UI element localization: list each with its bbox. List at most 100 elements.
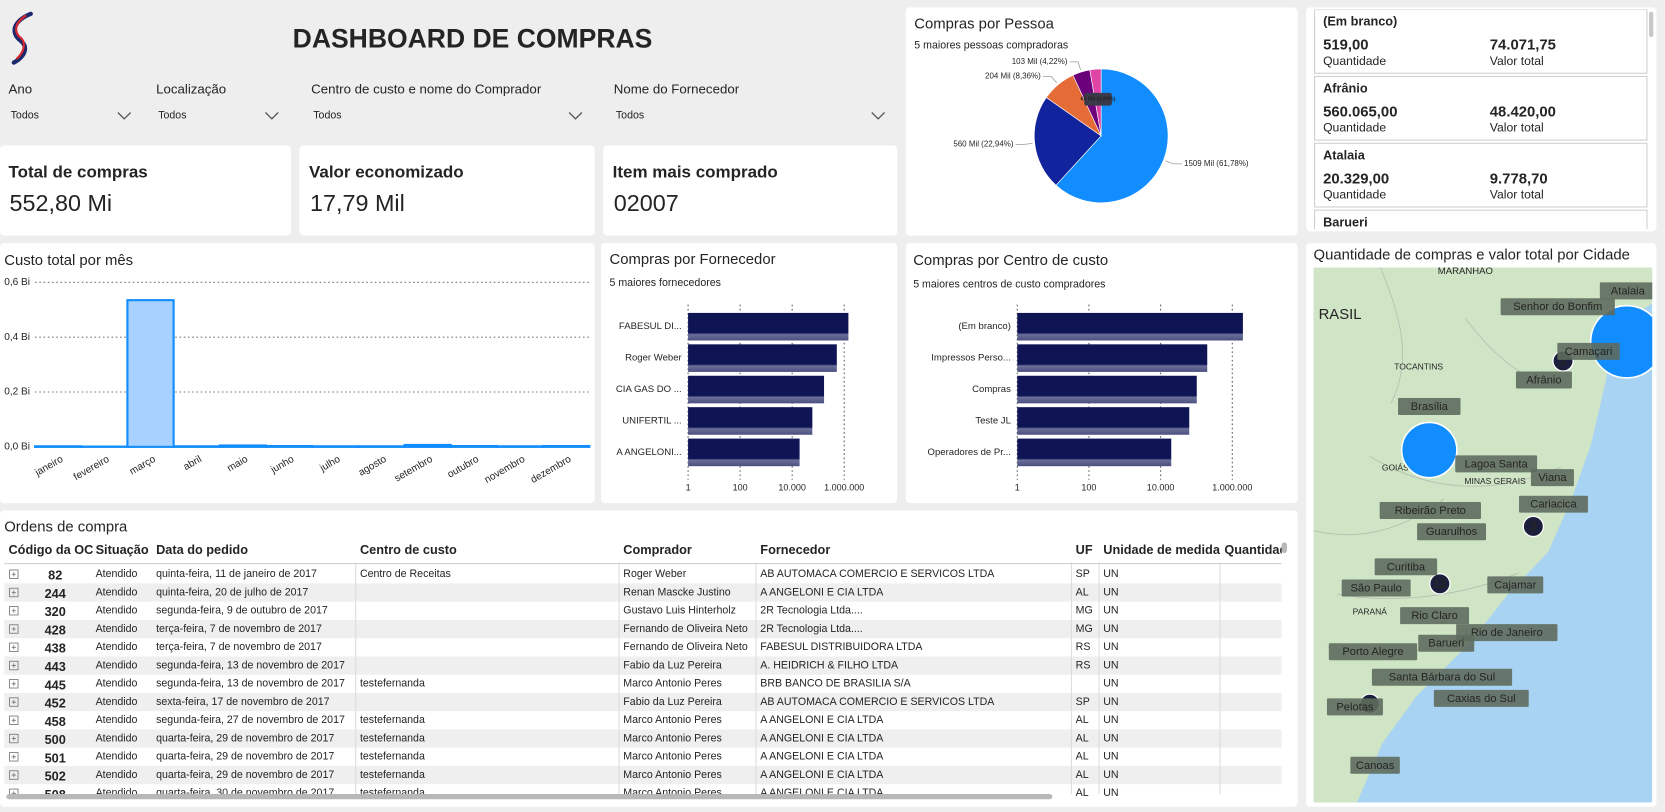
cell: A ANGELONI E CIA LTDA bbox=[760, 787, 884, 799]
column-header: Situação bbox=[96, 542, 149, 557]
region-label: TOCANTINS bbox=[1394, 362, 1443, 372]
cell: 501 bbox=[45, 750, 66, 765]
column-header: Fornecedor bbox=[760, 542, 830, 557]
expander-box[interactable] bbox=[9, 587, 19, 598]
city-label: Rio de Janeiro bbox=[1471, 627, 1543, 639]
cell: 452 bbox=[45, 696, 66, 711]
y-tick-label: Roger Weber bbox=[625, 353, 682, 364]
city-quantity: 560.065,00 bbox=[1323, 104, 1397, 120]
filter-dropdown[interactable]: Localização Todos bbox=[156, 82, 279, 122]
cell: BRB BANCO DE BRASILIA S/A bbox=[760, 678, 911, 690]
cell: segunda-feira, 13 de novembro de 2017 bbox=[156, 678, 345, 690]
expander-box[interactable] bbox=[9, 679, 19, 689]
cluster[interactable]: 3 bbox=[1522, 515, 1545, 538]
region-label: RASIL bbox=[1319, 307, 1362, 323]
filter-dropdown[interactable]: Centro de custo e nome do Comprador Todos bbox=[311, 82, 583, 122]
cell: Atendido bbox=[96, 586, 138, 598]
region-label: MINAS GERAIS bbox=[1464, 476, 1526, 486]
city-card bbox=[1314, 209, 1648, 230]
row-expander[interactable] bbox=[9, 606, 19, 616]
scrollbar[interactable] bbox=[1281, 542, 1287, 554]
expander-box[interactable] bbox=[9, 642, 19, 652]
data-label: 560 Mil (22,94%) bbox=[953, 139, 1013, 148]
cluster-circle[interactable] bbox=[1429, 573, 1451, 595]
row-expander[interactable] bbox=[9, 642, 19, 652]
expander-plus bbox=[11, 754, 16, 759]
expander-box[interactable] bbox=[9, 606, 19, 616]
cell: UN bbox=[1103, 659, 1118, 671]
chevron[interactable] bbox=[265, 112, 279, 120]
expander-box[interactable] bbox=[9, 624, 19, 634]
leader-line bbox=[1015, 143, 1033, 145]
chevron[interactable] bbox=[871, 112, 885, 120]
region-label: PARANÁ bbox=[1353, 607, 1388, 617]
cell: A ANGELONI E CIA LTDA bbox=[760, 769, 884, 781]
x-tick-label: 1.000.000 bbox=[824, 483, 864, 493]
expander-box[interactable] bbox=[9, 715, 19, 725]
scrollbar[interactable] bbox=[1649, 11, 1654, 38]
chevron[interactable] bbox=[117, 112, 132, 120]
city-label: Afrânio bbox=[1526, 374, 1561, 386]
row-expander[interactable] bbox=[9, 624, 19, 634]
city-label: Camaçari bbox=[1565, 346, 1613, 358]
y-tick-label: FABESUL DI... bbox=[619, 321, 682, 332]
city-quantity: 20.329,00 bbox=[1323, 171, 1389, 187]
row-expander[interactable] bbox=[9, 679, 19, 689]
expander-box[interactable] bbox=[9, 569, 19, 579]
y-tick-label: 0,0 Bi bbox=[4, 442, 30, 453]
row-expander[interactable] bbox=[9, 752, 19, 762]
expander-box[interactable] bbox=[9, 660, 19, 671]
scrollbar[interactable] bbox=[6, 793, 1053, 800]
city-label: Guarulhos bbox=[1426, 526, 1478, 538]
bar bbox=[1017, 407, 1190, 435]
filter-dropdown[interactable]: Ano Todos bbox=[8, 82, 132, 122]
y-tick-label: Operadores de Pr... bbox=[928, 447, 1011, 458]
row-expander[interactable] bbox=[9, 660, 19, 671]
cell: quinta-feira, 20 de julho de 2017 bbox=[156, 586, 308, 598]
row-expander[interactable] bbox=[9, 770, 19, 780]
expander-box[interactable] bbox=[9, 697, 19, 707]
total-label: Valor total bbox=[1490, 121, 1544, 135]
cell: RS bbox=[1076, 659, 1091, 671]
cell: Fernando de Oliveira Neto bbox=[623, 641, 748, 653]
cell: quarta-feira, 29 de novembro de 2017 bbox=[156, 751, 334, 763]
cell: Marco Antonio Peres bbox=[623, 714, 722, 726]
bar bbox=[449, 444, 499, 448]
expander-box[interactable] bbox=[9, 770, 19, 780]
bar bbox=[33, 445, 83, 448]
cell: Atendido bbox=[96, 696, 138, 708]
data-label: 1509 Mil (61,78%) bbox=[1184, 159, 1249, 168]
city-label-box bbox=[1350, 756, 1400, 774]
cell: AL bbox=[1076, 751, 1089, 763]
cell: FABESUL DISTRIBUIDORA LTDA bbox=[760, 641, 923, 653]
row-expander[interactable] bbox=[9, 587, 19, 598]
row-expander[interactable] bbox=[9, 733, 19, 744]
chevron[interactable] bbox=[568, 112, 583, 120]
expander-plus bbox=[11, 681, 16, 686]
cell: 320 bbox=[45, 604, 66, 619]
row-expander[interactable] bbox=[9, 697, 19, 707]
bar bbox=[1017, 438, 1172, 467]
cluster-count: 12 bbox=[1433, 577, 1446, 590]
card-value: 17,79 Mil bbox=[310, 190, 405, 216]
cell: Gustavo Luis Hinterholz bbox=[623, 605, 736, 617]
cell: sexta-feira, 17 de novembro de 2017 bbox=[156, 696, 330, 708]
row-expander[interactable] bbox=[9, 569, 19, 579]
table: 82 Atendido quinta-feira, 11 de janeiro de… bbox=[4, 539, 1287, 799]
column-header: Unidade de medida bbox=[1103, 542, 1221, 557]
row-expander[interactable] bbox=[9, 715, 19, 725]
cell: Atendido bbox=[96, 732, 138, 744]
x-tick-label: 100 bbox=[1081, 483, 1096, 493]
cluster[interactable]: 12 bbox=[1429, 573, 1451, 595]
filter-label: Centro de custo e nome do Comprador bbox=[311, 82, 542, 97]
column-header: Quantidad bbox=[1224, 542, 1287, 557]
cluster-circle[interactable] bbox=[1522, 515, 1545, 538]
x-tick-label: 100 bbox=[733, 483, 748, 493]
filter-dropdown[interactable]: Nome do Fornecedor Todos bbox=[614, 82, 885, 122]
y-tick-label: (Em branco) bbox=[958, 321, 1011, 332]
city-label: Barueri bbox=[1428, 638, 1464, 650]
cell: 428 bbox=[45, 622, 66, 637]
expander-box[interactable] bbox=[9, 733, 19, 744]
expander-box[interactable] bbox=[9, 752, 19, 762]
